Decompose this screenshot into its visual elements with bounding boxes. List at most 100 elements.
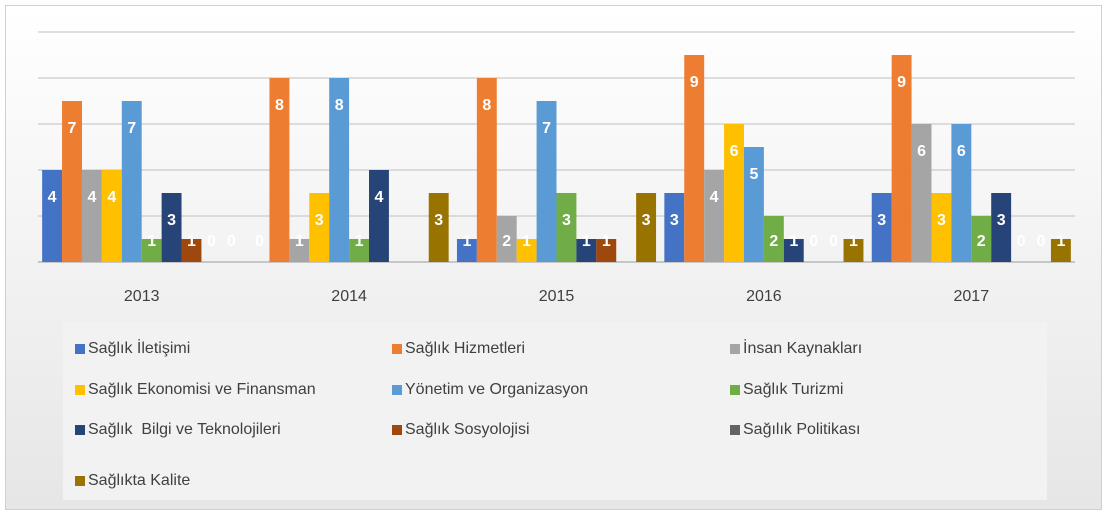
value-label: 1 (849, 233, 858, 250)
x-tick-label: 2016 (746, 288, 782, 305)
value-label: 6 (917, 143, 926, 160)
legend-label: Sağlık İletişimi (88, 338, 190, 357)
value-label: 1 (1056, 233, 1065, 250)
value-label: 8 (482, 97, 491, 114)
bar (783, 239, 804, 262)
value-label: 3 (167, 212, 176, 229)
value-label: 0 (1037, 233, 1046, 250)
bar (763, 216, 784, 262)
value-label: 9 (897, 74, 906, 91)
legend-swatch (730, 344, 740, 354)
value-label: 3 (997, 212, 1006, 229)
legend-label: Sağlık Ekonomisi ve Finansman (88, 381, 316, 398)
bar (536, 101, 557, 262)
value-label: 4 (710, 189, 719, 206)
value-label: 0 (207, 233, 216, 250)
value-label: 1 (355, 233, 364, 250)
bar (1050, 239, 1071, 262)
value-label: 3 (877, 212, 886, 229)
value-label: 1 (462, 233, 471, 250)
bar (496, 216, 517, 262)
value-label: 4 (107, 189, 116, 206)
legend-swatch (75, 425, 85, 435)
bar (181, 239, 202, 262)
value-label: 3 (562, 212, 571, 229)
value-label: 3 (642, 212, 651, 229)
bar (289, 239, 310, 262)
legend-swatch (730, 385, 740, 395)
bar (891, 55, 912, 262)
value-label: 1 (522, 233, 531, 250)
x-tick-label: 2013 (124, 288, 160, 305)
value-label: 6 (957, 143, 966, 160)
value-label: 1 (602, 233, 611, 250)
bar (931, 193, 952, 262)
value-label: 4 (87, 189, 96, 206)
value-label: 0 (227, 233, 236, 250)
legend-label: Sağlık Bilgi ve Teknolojileri (88, 421, 281, 438)
legend-swatch (392, 425, 402, 435)
legend-swatch (75, 344, 85, 354)
value-label: 5 (749, 166, 758, 183)
bar (724, 124, 744, 262)
value-label: 0 (829, 233, 838, 250)
bar (141, 239, 162, 262)
bar (42, 170, 63, 262)
bar (456, 239, 477, 262)
bar (664, 193, 685, 262)
bar (556, 193, 577, 262)
legend-swatch (730, 425, 740, 435)
value-label: 4 (48, 189, 57, 206)
value-label: 2 (769, 233, 778, 250)
value-label: 1 (187, 233, 196, 250)
value-label: 1 (295, 233, 304, 250)
value-label: 0 (1017, 233, 1026, 250)
value-label: 0 (255, 233, 264, 250)
legend-box (63, 322, 1047, 500)
bar (871, 193, 892, 262)
value-label: 9 (690, 74, 699, 91)
bar (428, 193, 449, 262)
value-label: 7 (68, 120, 77, 137)
bar (743, 147, 764, 262)
bar (369, 170, 389, 262)
value-label: 0 (809, 233, 818, 250)
legend-swatch (75, 385, 85, 395)
bar (991, 193, 1012, 262)
value-label: 2 (977, 233, 986, 250)
bar (476, 78, 497, 262)
legend-label: Sağılık Politikası (743, 421, 860, 438)
x-tick-label: 2014 (331, 288, 367, 305)
value-label: 2 (502, 233, 511, 250)
bar (951, 124, 972, 262)
value-label: 1 (147, 233, 156, 250)
value-label: 8 (335, 97, 344, 114)
bar (843, 239, 864, 262)
legend-label: Yönetim ve Organizasyon (405, 381, 588, 398)
legend-label: İnsan Kaynakları (743, 338, 862, 357)
bar (596, 239, 617, 262)
x-tick-label: 2017 (954, 288, 990, 305)
bar (911, 124, 932, 262)
bar (121, 101, 142, 262)
bar (516, 239, 537, 262)
value-label: 3 (937, 212, 946, 229)
bar (704, 170, 725, 262)
value-label: 4 (375, 189, 384, 206)
value-label: 7 (542, 120, 551, 137)
legend-label: Sağlıkta Kalite (88, 472, 190, 489)
bar (101, 170, 122, 262)
x-tick-label: 2015 (539, 288, 575, 305)
bar (329, 78, 350, 262)
value-label: 7 (127, 120, 136, 137)
bar (161, 193, 182, 262)
value-label: 3 (434, 212, 443, 229)
value-label: 6 (730, 143, 739, 160)
value-label: 8 (275, 97, 284, 114)
bar (269, 78, 290, 262)
value-label: 3 (670, 212, 679, 229)
legend-swatch (392, 344, 402, 354)
bar (576, 239, 597, 262)
bar (309, 193, 330, 262)
